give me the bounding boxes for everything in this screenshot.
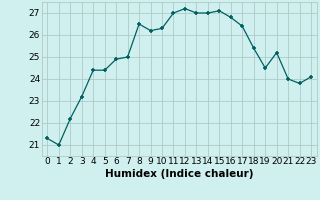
X-axis label: Humidex (Indice chaleur): Humidex (Indice chaleur) — [105, 169, 253, 179]
